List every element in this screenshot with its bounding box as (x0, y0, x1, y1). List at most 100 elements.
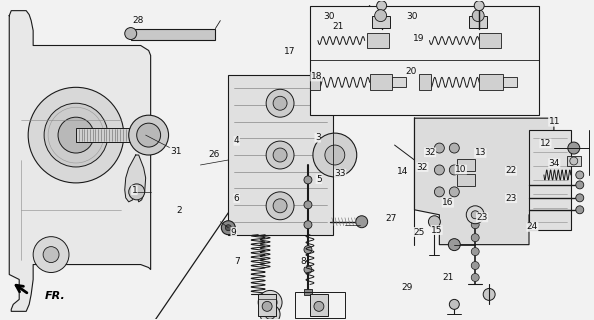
Circle shape (273, 96, 287, 110)
Circle shape (471, 234, 479, 242)
Circle shape (471, 221, 479, 229)
Circle shape (304, 246, 312, 253)
Circle shape (471, 248, 479, 256)
Text: 24: 24 (527, 222, 538, 231)
Polygon shape (125, 155, 146, 202)
Circle shape (356, 216, 368, 228)
Text: 25: 25 (413, 228, 425, 236)
Circle shape (434, 165, 444, 175)
Text: 16: 16 (442, 198, 454, 207)
Text: 23: 23 (476, 213, 488, 222)
Circle shape (483, 288, 495, 300)
Bar (469, 16, 487, 28)
Text: 11: 11 (548, 117, 560, 126)
Circle shape (266, 141, 294, 169)
Circle shape (377, 1, 387, 11)
Bar (310, 294, 328, 316)
Circle shape (474, 1, 484, 11)
Bar (372, 16, 390, 28)
Circle shape (472, 10, 484, 22)
Circle shape (576, 194, 584, 202)
Circle shape (304, 201, 312, 209)
Text: 30: 30 (406, 12, 418, 21)
Text: FR.: FR. (45, 292, 66, 301)
Text: 2: 2 (176, 206, 182, 215)
Circle shape (273, 148, 287, 162)
Circle shape (448, 239, 460, 251)
Bar (228, 76, 333, 235)
Circle shape (449, 300, 459, 309)
Circle shape (449, 143, 459, 153)
Text: 32: 32 (417, 163, 428, 172)
Text: 34: 34 (549, 159, 560, 168)
Text: 21: 21 (443, 273, 454, 282)
Text: 22: 22 (505, 166, 517, 175)
Polygon shape (415, 118, 554, 244)
Circle shape (58, 117, 94, 153)
Circle shape (304, 266, 312, 274)
Circle shape (570, 157, 578, 165)
Text: 6: 6 (234, 194, 239, 203)
Text: 15: 15 (431, 226, 443, 235)
Text: 1: 1 (131, 186, 137, 195)
Bar (391, 77, 406, 87)
Circle shape (304, 221, 312, 229)
Circle shape (273, 199, 287, 213)
Bar (310, 6, 539, 115)
Bar (310, 74, 320, 90)
Bar (369, 74, 391, 90)
Circle shape (260, 304, 280, 320)
Bar (503, 77, 517, 87)
Bar (529, 130, 571, 230)
Text: 21: 21 (333, 22, 344, 31)
Circle shape (266, 192, 294, 220)
Bar (131, 28, 216, 40)
Circle shape (568, 142, 580, 154)
Bar (258, 294, 276, 316)
Circle shape (314, 301, 324, 311)
Circle shape (304, 176, 312, 184)
Text: 32: 32 (424, 148, 436, 157)
Circle shape (466, 206, 484, 224)
Circle shape (375, 10, 387, 22)
Circle shape (28, 87, 124, 183)
Circle shape (33, 237, 69, 273)
Bar (457, 174, 475, 186)
Text: 3: 3 (315, 133, 321, 142)
Text: 5: 5 (316, 175, 322, 184)
Text: 31: 31 (170, 147, 182, 156)
Bar (304, 289, 312, 295)
Bar (479, 74, 503, 90)
Bar (479, 33, 501, 49)
Circle shape (258, 291, 282, 314)
Text: 19: 19 (413, 34, 425, 43)
Text: 12: 12 (540, 139, 551, 148)
Circle shape (576, 181, 584, 189)
Bar (76, 128, 141, 142)
Circle shape (576, 206, 584, 214)
Text: 33: 33 (334, 169, 346, 178)
Circle shape (265, 309, 275, 319)
Polygon shape (10, 11, 151, 311)
Text: 9: 9 (231, 228, 236, 236)
Circle shape (129, 184, 145, 200)
Circle shape (222, 221, 235, 235)
Text: 28: 28 (133, 16, 144, 25)
Text: 27: 27 (386, 214, 397, 223)
Circle shape (129, 115, 169, 155)
Text: 26: 26 (208, 150, 220, 159)
Text: 18: 18 (311, 72, 323, 81)
Circle shape (434, 187, 444, 197)
Bar (457, 159, 475, 171)
Circle shape (449, 165, 459, 175)
Text: 4: 4 (234, 136, 239, 145)
Text: 10: 10 (455, 165, 466, 174)
Text: 30: 30 (324, 12, 335, 21)
Circle shape (449, 187, 459, 197)
Text: 7: 7 (234, 258, 239, 267)
Text: 23: 23 (505, 194, 517, 203)
Circle shape (576, 171, 584, 179)
Text: 20: 20 (406, 67, 417, 76)
Text: 14: 14 (397, 167, 408, 176)
Text: 8: 8 (300, 258, 306, 267)
